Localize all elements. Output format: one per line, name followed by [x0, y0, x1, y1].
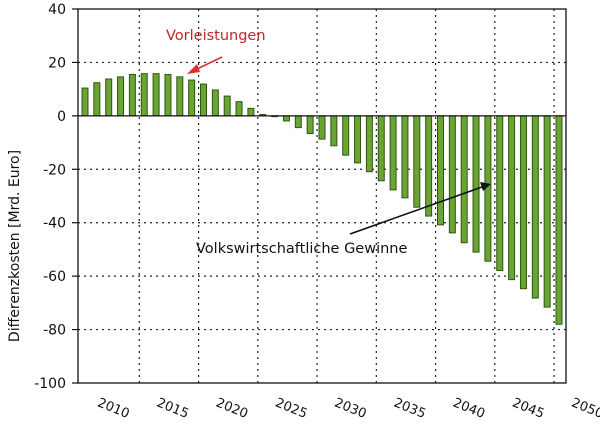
gridlines — [78, 9, 566, 383]
bar-2032 — [342, 115, 350, 156]
bar-2015 — [140, 73, 148, 117]
bars — [81, 73, 563, 325]
arrowhead-black-icon — [480, 182, 491, 191]
bar-2033 — [354, 115, 362, 164]
bar-2046 — [508, 115, 516, 281]
x-axis-ticks: 2010 2015 2020 2025 2030 2035 2040 2045 2050 — [95, 396, 600, 422]
y-tick-label: 40 — [48, 2, 66, 18]
bar-2027 — [282, 115, 290, 122]
x-tick-label: 2020 — [214, 396, 250, 422]
bar-2041 — [448, 115, 456, 234]
annotation-arrow-vorleistungen — [194, 56, 223, 71]
bar-2049 — [543, 115, 551, 308]
x-tick-label: 2025 — [273, 396, 309, 422]
annotation-arrow-gewinne — [349, 186, 483, 235]
x-tick-label: 2050 — [569, 396, 600, 422]
y-tick-label: -60 — [43, 269, 66, 285]
x-tick-label: 2010 — [95, 396, 131, 422]
x-tick-label: 2040 — [451, 396, 487, 422]
y-axis-ticks: 40 20 0 -20 -40 -60 -80 -100 — [34, 2, 78, 392]
annotation-volkswirtschaftliche-gewinne: Volkswirtschaftliche Gewinne — [196, 241, 407, 257]
bar-2047 — [519, 115, 527, 290]
bar-2037 — [401, 115, 409, 199]
bar-2014 — [128, 73, 136, 117]
bar-2040 — [437, 115, 444, 226]
bar-2045 — [496, 115, 504, 272]
bar-2038 — [413, 115, 421, 208]
bar-2034 — [365, 115, 373, 173]
bar-2050 — [555, 115, 563, 325]
x-tick-label: 2035 — [391, 396, 427, 422]
bar-2042 — [460, 115, 468, 244]
bar-2012 — [105, 78, 113, 117]
bar-2019 — [188, 79, 196, 117]
bar-2017 — [164, 73, 172, 117]
bar-2028 — [294, 115, 302, 129]
bar-2048 — [531, 115, 539, 299]
y-tick-label: -100 — [34, 376, 66, 392]
y-tick-label: 20 — [48, 55, 66, 71]
bar-2013 — [117, 76, 125, 117]
bar-2020 — [200, 83, 207, 117]
bar-2010 — [81, 87, 89, 117]
bar-2021 — [211, 89, 219, 117]
y-tick-label: -20 — [43, 162, 66, 178]
x-tick-label: 2030 — [332, 396, 368, 422]
bar-2029 — [306, 115, 314, 134]
plot-frame — [77, 8, 567, 384]
annotation-vorleistungen: Vorleistungen — [166, 28, 266, 44]
bar-2035 — [377, 115, 385, 182]
x-tick-label: 2015 — [154, 396, 190, 422]
bar-2043 — [472, 115, 480, 253]
bar-2022 — [223, 95, 231, 117]
y-tick-label: 0 — [57, 109, 66, 125]
y-tick-label: -40 — [43, 216, 66, 232]
bar-2039 — [425, 115, 433, 217]
bar-2023 — [235, 101, 243, 117]
bar-2018 — [176, 76, 184, 117]
bar-2036 — [389, 115, 397, 191]
y-tick-label: -80 — [43, 323, 66, 339]
y-axis-label: Differenzkosten [Mrd. Euro] — [7, 150, 23, 342]
bar-2031 — [330, 115, 338, 147]
bar-2016 — [152, 73, 160, 117]
bar-2024 — [247, 107, 255, 117]
x-tick-label: 2045 — [510, 396, 546, 422]
arrowhead-red-icon — [187, 64, 200, 74]
bar-2030 — [318, 115, 326, 140]
bar-2011 — [93, 82, 101, 117]
